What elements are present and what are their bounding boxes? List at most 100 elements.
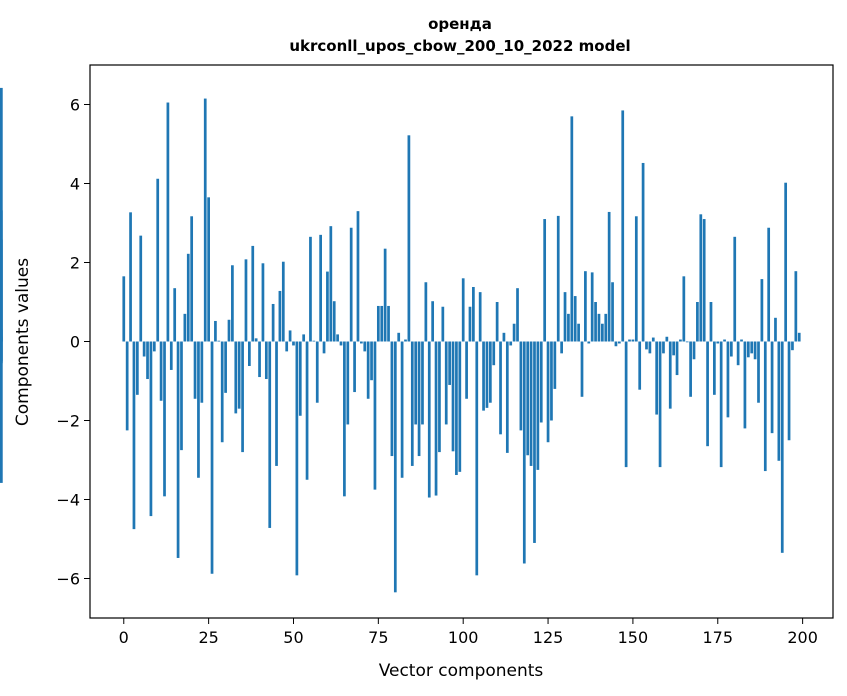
bar (156, 178, 160, 342)
bar (183, 313, 187, 342)
chart-subtitle: ukrconll_upos_cbow_200_10_2022 model (289, 37, 630, 55)
bar (248, 341, 251, 366)
bar (203, 98, 207, 342)
bar (0, 341, 3, 483)
bar (200, 341, 204, 403)
bar (0, 87, 3, 342)
bar (254, 338, 258, 342)
bar (431, 301, 435, 342)
bar (220, 341, 224, 443)
x-axis-ticks: 0 25 50 75 100 125 150 175 200 (119, 618, 818, 647)
bar (356, 211, 360, 342)
bar (288, 330, 292, 342)
bar (607, 211, 611, 342)
bar (706, 341, 709, 447)
bar (696, 302, 699, 342)
bar (580, 341, 584, 397)
bar (675, 341, 679, 376)
bar (353, 341, 356, 393)
bar (186, 253, 190, 342)
bar (584, 271, 587, 342)
bar (692, 341, 696, 360)
bar (723, 339, 726, 342)
y-tick-label: 6 (70, 96, 80, 115)
bar (142, 341, 146, 357)
bar (427, 341, 431, 498)
bar (285, 341, 289, 352)
bar (349, 227, 353, 342)
bar (665, 336, 669, 342)
bar (135, 341, 139, 395)
bar (485, 341, 489, 408)
bar (414, 341, 418, 425)
bar (651, 337, 655, 342)
bar (546, 341, 550, 443)
bar (451, 341, 455, 452)
bar (791, 341, 794, 351)
bar (271, 303, 275, 342)
bar (797, 332, 801, 342)
bar (363, 341, 367, 352)
bar (0, 239, 3, 342)
x-tick-label: 75 (368, 628, 388, 647)
bar (332, 301, 336, 342)
bar (729, 341, 733, 357)
bar (682, 276, 686, 342)
bar (560, 341, 563, 354)
bar (298, 341, 302, 416)
bar (390, 341, 394, 457)
bar (366, 341, 370, 399)
bar (740, 339, 743, 342)
bar (587, 341, 591, 344)
bar (658, 341, 662, 468)
bar (207, 197, 210, 342)
bar (387, 305, 390, 342)
bar (553, 341, 557, 389)
y-tick-label: −4 (56, 491, 80, 510)
bar (336, 334, 339, 342)
bar (295, 341, 299, 576)
bar (190, 216, 194, 342)
bar (438, 341, 441, 453)
bar (679, 339, 682, 342)
x-tick-label: 0 (119, 628, 129, 647)
x-tick-label: 200 (787, 628, 818, 647)
bar (614, 341, 618, 347)
bar (224, 341, 227, 393)
bar (312, 340, 316, 342)
bar (648, 341, 652, 354)
bar (505, 341, 509, 453)
bar (125, 341, 129, 431)
bar (234, 341, 238, 414)
bar (244, 259, 248, 342)
bar (573, 296, 577, 342)
bar (645, 341, 648, 350)
bar (472, 286, 475, 342)
bar (264, 341, 268, 380)
bar (536, 341, 540, 470)
bar (434, 341, 438, 496)
bar (292, 341, 295, 346)
bar (641, 162, 645, 342)
bar (719, 341, 723, 468)
bar (594, 302, 597, 342)
bar (180, 341, 183, 451)
bar (305, 341, 309, 480)
bar (699, 214, 703, 342)
bar (122, 276, 126, 342)
bar (482, 341, 485, 411)
x-tick-label: 50 (283, 628, 303, 647)
bar (746, 341, 750, 358)
bar (770, 341, 774, 434)
bar (458, 341, 462, 472)
bar (526, 341, 530, 456)
bar (217, 340, 221, 342)
bar (258, 341, 261, 378)
bar (777, 341, 781, 461)
bar (492, 341, 496, 366)
y-tick-label: 2 (70, 254, 80, 273)
bar (488, 341, 492, 403)
bar (499, 341, 502, 435)
bar (329, 226, 333, 342)
